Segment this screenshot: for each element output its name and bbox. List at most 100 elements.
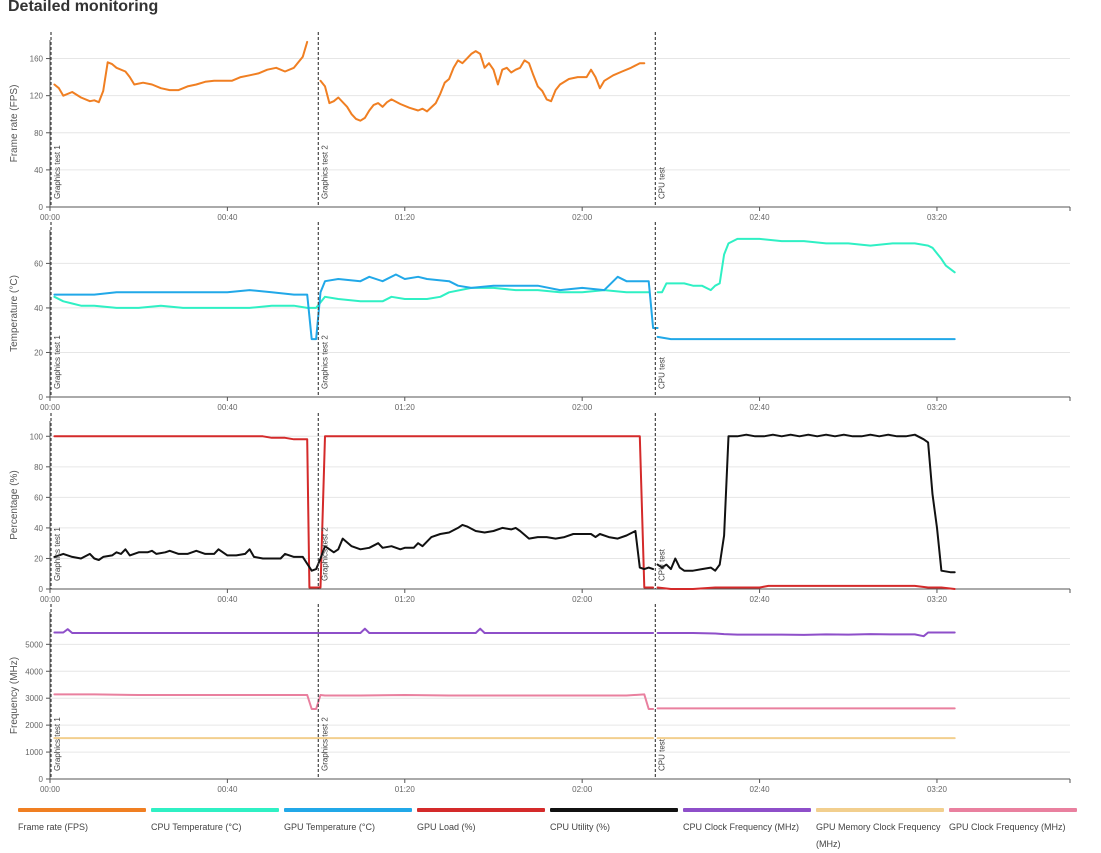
- legend-item[interactable]: GPU Memory Clock Frequency (MHz): [816, 808, 944, 853]
- series-line-cpu-clock: [656, 631, 956, 638]
- y-tick-label: 3000: [25, 694, 43, 703]
- y-tick-label: 100: [30, 432, 44, 441]
- legend-item[interactable]: CPU Temperature (°C): [151, 808, 279, 836]
- series-line-cpu-clock: [53, 627, 655, 634]
- chart-panel-3: 0 20 40 60 80 100 00:00 00:40 01:20 02:00 02:40 03:…: [9, 413, 1071, 604]
- legend-label: GPU Load (%): [417, 822, 476, 832]
- test-marker-label: CPU test: [657, 356, 666, 389]
- legend-swatch: [18, 808, 146, 812]
- charts-canvas: 0 40 80 120 160 00:00 00:40 01:20 02:00 02:40 03:2…: [9, 32, 1071, 794]
- series-line-cpu-util: [53, 523, 655, 572]
- legend-swatch: [683, 808, 811, 812]
- legend-swatch: [949, 808, 1077, 812]
- x-tick-label: 01:20: [395, 213, 416, 222]
- legend-item[interactable]: GPU Load (%): [417, 808, 545, 836]
- legend-swatch: [417, 808, 545, 812]
- test-marker-label: Graphics test 1: [53, 527, 62, 581]
- test-marker-label: Graphics test 1: [53, 335, 62, 389]
- x-tick-label: 00:00: [40, 595, 61, 604]
- x-tick-label: 02:00: [572, 595, 593, 604]
- x-tick-label: 03:20: [927, 213, 948, 222]
- x-tick-label: 02:00: [572, 213, 593, 222]
- y-tick-label: 80: [34, 129, 43, 138]
- series-line-fps: [53, 40, 309, 104]
- x-tick-label: 02:40: [750, 213, 771, 222]
- test-marker-label: Graphics test 2: [320, 527, 329, 581]
- y-tick-label: 20: [34, 554, 43, 563]
- legend-swatch: [151, 808, 279, 812]
- x-tick-label: 02:40: [750, 403, 771, 412]
- series-line-cpu-temp: [53, 286, 650, 309]
- series-line-cpu-util: [656, 433, 956, 574]
- test-marker-label: CPU test: [657, 548, 666, 581]
- chart-panel-4: 0 1000 2000 3000 4000 5000 00:00 00:40 01:20 02:0…: [9, 604, 1071, 794]
- y-tick-label: 0: [39, 775, 44, 784]
- legend-item[interactable]: CPU Clock Frequency (MHz): [683, 808, 811, 836]
- legend-item[interactable]: GPU Clock Frequency (MHz): [949, 808, 1077, 836]
- test-marker-label: CPU test: [657, 738, 666, 771]
- series-line-gpu-clock: [53, 693, 655, 710]
- legend-label: GPU Memory Clock Frequency (MHz): [816, 822, 941, 849]
- y-tick-label: 40: [34, 524, 43, 533]
- series-line-gpu-temp: [656, 335, 956, 341]
- x-tick-label: 00:40: [217, 595, 238, 604]
- legend-label: CPU Utility (%): [550, 822, 610, 832]
- page-title: Detailed monitoring: [8, 0, 159, 15]
- y-tick-label: 0: [39, 393, 44, 402]
- legend-swatch: [550, 808, 678, 812]
- x-tick-label: 00:40: [217, 213, 238, 222]
- test-marker-label: Graphics test 1: [53, 145, 62, 199]
- y-tick-label: 20: [34, 348, 43, 357]
- x-tick-label: 02:40: [750, 785, 771, 794]
- x-tick-label: 03:20: [927, 403, 948, 412]
- x-tick-label: 00:40: [217, 785, 238, 794]
- legend-swatch: [284, 808, 412, 812]
- legend-item[interactable]: CPU Utility (%): [550, 808, 678, 836]
- y-tick-label: 0: [39, 585, 44, 594]
- x-tick-label: 00:00: [40, 213, 61, 222]
- legend-swatch: [816, 808, 944, 812]
- y-tick-label: 2000: [25, 721, 43, 730]
- y-tick-label: 80: [34, 463, 43, 472]
- y-tick-label: 60: [34, 493, 43, 502]
- x-tick-label: 01:20: [395, 785, 416, 794]
- series-line-fps: [319, 50, 646, 122]
- x-tick-label: 01:20: [395, 403, 416, 412]
- legend-label: CPU Temperature (°C): [151, 822, 242, 832]
- series-line-cpu-temp: [656, 237, 956, 294]
- x-tick-label: 00:00: [40, 785, 61, 794]
- y-tick-label: 40: [34, 166, 43, 175]
- x-tick-label: 00:00: [40, 403, 61, 412]
- y-tick-label: 60: [34, 259, 43, 268]
- x-tick-label: 02:00: [572, 403, 593, 412]
- x-tick-label: 00:40: [217, 403, 238, 412]
- y-axis-label: Frequency (MHz): [9, 657, 20, 734]
- legend-label: Frame rate (FPS): [18, 822, 89, 832]
- test-marker-label: Graphics test 2: [320, 335, 329, 389]
- y-tick-label: 1000: [25, 748, 43, 757]
- test-marker-label: Graphics test 2: [320, 145, 329, 199]
- y-tick-label: 40: [34, 304, 43, 313]
- x-tick-label: 01:20: [395, 595, 416, 604]
- test-marker-label: Graphics test 2: [320, 717, 329, 771]
- y-tick-label: 160: [30, 55, 44, 64]
- y-axis-label: Frame rate (FPS): [9, 85, 20, 163]
- chart-panel-2: 0 20 40 60 00:00 00:40 01:20 02:00 02:40 03:20 Tem…: [9, 222, 1071, 412]
- x-tick-label: 02:00: [572, 785, 593, 794]
- y-tick-label: 4000: [25, 667, 43, 676]
- legend-label: GPU Temperature (°C): [284, 822, 375, 832]
- x-tick-label: 03:20: [927, 595, 948, 604]
- y-axis-label: Temperature (°C): [9, 275, 20, 352]
- y-tick-label: 0: [39, 203, 44, 212]
- series-line-gpu-load: [53, 435, 655, 589]
- legend: Frame rate (FPS) CPU Temperature (°C) GPU …: [18, 808, 1098, 849]
- x-tick-label: 03:20: [927, 785, 948, 794]
- test-marker-label: Graphics test 1: [53, 717, 62, 771]
- y-tick-label: 120: [30, 92, 44, 101]
- chart-panel-1: 0 40 80 120 160 00:00 00:40 01:20 02:00 02:40 03:2…: [9, 32, 1071, 222]
- legend-label: CPU Clock Frequency (MHz): [683, 822, 800, 832]
- legend-item[interactable]: GPU Temperature (°C): [284, 808, 412, 836]
- test-marker-label: CPU test: [657, 166, 666, 199]
- legend-item[interactable]: Frame rate (FPS): [18, 808, 146, 836]
- x-tick-label: 02:40: [750, 595, 771, 604]
